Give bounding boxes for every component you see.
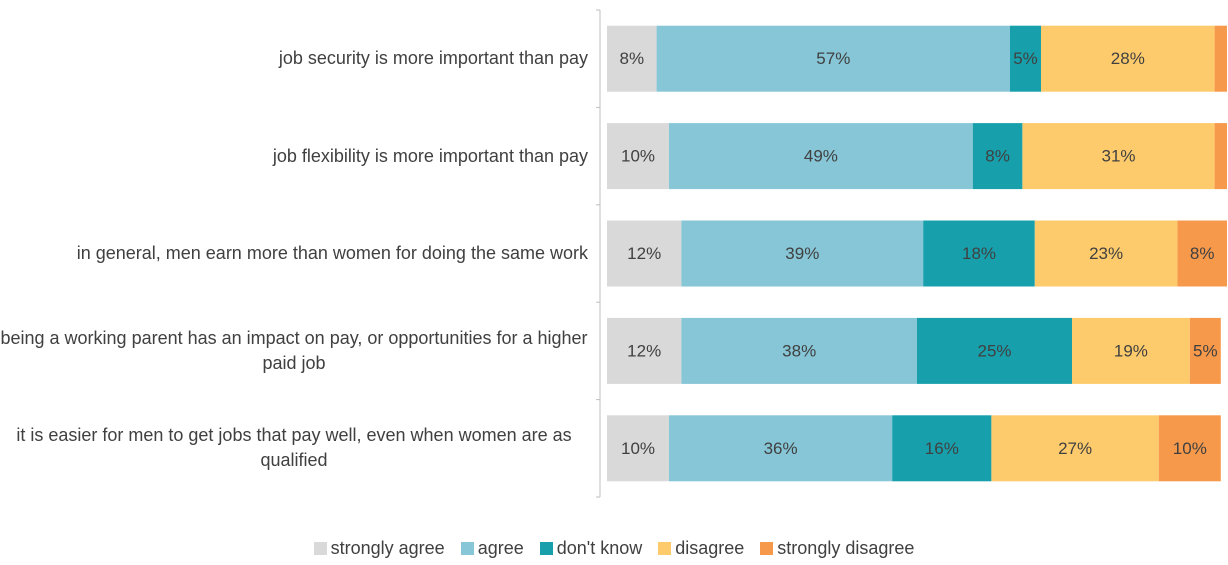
legend-item: agree <box>460 538 524 559</box>
category-label-box: being a working parent has an impact on … <box>0 306 588 396</box>
data-label: 18% <box>962 244 996 263</box>
data-label: 27% <box>1058 439 1092 458</box>
data-label: 23% <box>1089 244 1123 263</box>
data-label: 8% <box>1190 244 1215 263</box>
bar-segment <box>607 415 669 482</box>
data-label: 39% <box>785 244 819 263</box>
bar-segment <box>892 415 992 482</box>
data-label: 38% <box>782 341 816 360</box>
bar-segment <box>1041 25 1215 92</box>
legend-label: disagree <box>675 538 745 558</box>
legend-swatch <box>539 542 553 555</box>
data-label: 10% <box>621 147 655 166</box>
data-label: 28% <box>1111 49 1145 68</box>
legend-item: don't know <box>539 538 643 559</box>
category-label: in general, men earn more than women for… <box>76 243 588 263</box>
data-label: 5% <box>1013 49 1038 68</box>
legend-label: don't know <box>556 538 643 558</box>
data-label: 10% <box>1173 439 1207 458</box>
category-label-box: job security is more important than pay <box>0 14 588 104</box>
data-label: 57% <box>816 49 850 68</box>
bar-segment <box>607 123 669 190</box>
data-label: 8% <box>985 147 1010 166</box>
bar-segment <box>923 220 1035 287</box>
category-label: being a working parent has an impact on … <box>0 327 588 373</box>
data-label: 8% <box>620 49 645 68</box>
data-label: 12% <box>627 244 661 263</box>
bar-segment <box>607 220 682 287</box>
bar-segment <box>1072 317 1190 384</box>
bar-segment <box>669 123 973 190</box>
data-label: 10% <box>621 439 655 458</box>
bar-segment <box>681 317 917 384</box>
category-label: job security is more important than pay <box>278 48 588 69</box>
bar-segment <box>1214 123 1227 190</box>
legend-swatch <box>313 542 327 555</box>
data-label: 5% <box>1193 341 1218 360</box>
legend-label: strongly agree <box>330 538 445 558</box>
data-label: 25% <box>977 341 1011 360</box>
category-label-box: in general, men earn more than women for… <box>0 209 588 299</box>
bar-segment <box>1177 220 1227 287</box>
data-label: 49% <box>804 147 838 166</box>
bar-segment <box>917 317 1072 384</box>
bar-segment <box>1034 220 1178 287</box>
legend-item: disagree <box>658 538 744 559</box>
data-label: 12% <box>627 341 661 360</box>
bar-segment <box>1189 317 1221 384</box>
legend-item: strongly disagree <box>760 538 914 559</box>
bar-segment <box>972 123 1023 190</box>
category-label-box: job flexibility is more important than p… <box>0 111 588 201</box>
data-label: 31% <box>1101 147 1135 166</box>
legend-item: strongly agree <box>313 538 445 559</box>
bar-segment <box>991 415 1159 482</box>
legend-swatch <box>760 542 774 555</box>
category-label: job flexibility is more important than p… <box>272 145 588 166</box>
bar-segment <box>607 25 657 92</box>
data-label: 16% <box>925 439 959 458</box>
bar-segment <box>1022 123 1215 190</box>
data-label: 36% <box>764 439 798 458</box>
bar-segment <box>656 25 1010 92</box>
bar-segment <box>607 317 682 384</box>
category-label-box: it is easier for men to get jobs that pa… <box>0 403 588 493</box>
legend-label: strongly disagree <box>777 538 915 558</box>
bar-segment <box>669 415 893 482</box>
legend-swatch <box>460 542 474 555</box>
bar-segment <box>681 220 924 287</box>
data-label: 19% <box>1114 341 1148 360</box>
bar-segment <box>1010 25 1041 92</box>
legend-label: agree <box>477 538 524 558</box>
bar-segment <box>1214 25 1227 92</box>
legend-swatch <box>658 542 672 555</box>
category-label: it is easier for men to get jobs that pa… <box>16 425 572 471</box>
bar-segment <box>1158 415 1221 482</box>
legend: strongly agree agree don't know disagree str… <box>0 538 1228 559</box>
